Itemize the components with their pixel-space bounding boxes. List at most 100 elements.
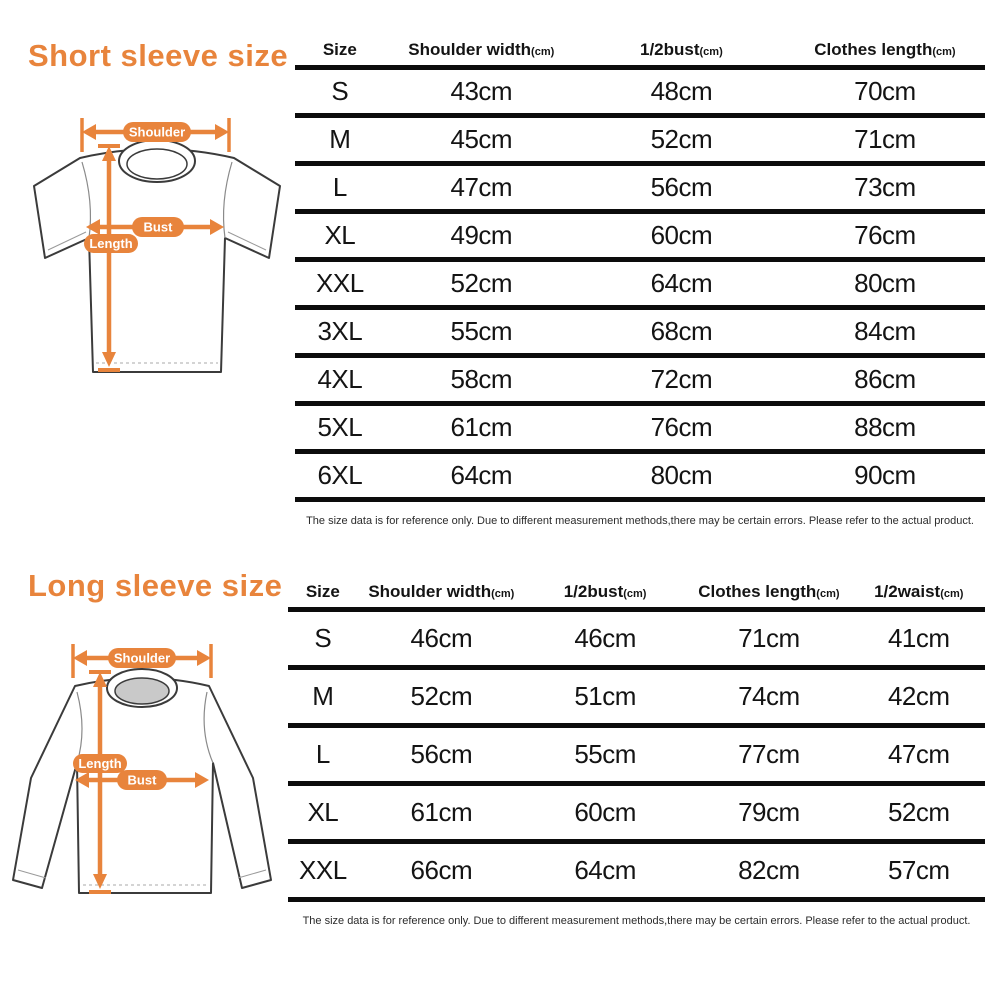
value-cell: 55cm [574,739,636,769]
col-header-size: Size [322,40,357,59]
length-pill-label: Length [89,236,132,251]
value-cell: 48cm [650,76,713,106]
value-cell: 88cm [854,412,916,442]
size-cell: M [312,681,334,711]
length-pill-label: Length [78,756,121,771]
size-cell: S [314,623,332,653]
value-cell: 52cm [887,797,950,827]
value-cell: 79cm [738,797,800,827]
value-cell: 82cm [738,855,800,885]
size-cell: L [332,172,347,202]
short-sleeve-table-area: Size Shoulder width(cm) 1/2bust(cm) Clot… [295,34,985,527]
value-cell: 52cm [450,268,513,298]
col-header-half-bust: 1/2bust(cm) [563,582,647,601]
table-row: XL 61cm 60cm 79cm 52cm [288,784,985,842]
value-cell: 56cm [650,172,713,202]
value-cell: 74cm [738,681,800,711]
size-cell: 4XL [317,364,363,394]
value-cell: 76cm [650,412,713,442]
bust-pill: Bust [132,217,184,237]
value-cell: 71cm [738,623,800,653]
size-cell: XL [307,797,339,827]
long-sleeve-table-area: Size Shoulder width(cm) 1/2bust(cm) Clot… [288,576,985,927]
size-cell: XXL [316,268,364,298]
value-cell: 47cm [887,739,950,769]
value-cell: 71cm [854,124,916,154]
table-row: L 47cm 56cm 73cm [295,164,985,212]
table-row: XXL 52cm 64cm 80cm [295,260,985,308]
value-cell: 55cm [450,316,513,346]
value-cell: 43cm [450,76,513,106]
header-row: Size Shoulder width(cm) 1/2bust(cm) Clot… [295,34,985,68]
size-cell: 3XL [317,316,363,346]
length-pill: Length [84,234,138,253]
value-cell: 45cm [450,124,513,154]
value-cell: 66cm [410,855,473,885]
value-cell: 90cm [854,460,916,490]
col-header-size: Size [305,582,340,601]
value-cell: 46cm [574,623,636,653]
value-cell: 51cm [574,681,636,711]
table-row: 5XL 61cm 76cm 88cm [295,404,985,452]
table-row: XL 49cm 60cm 76cm [295,212,985,260]
value-cell: 57cm [887,855,950,885]
short-sleeve-size-table: Size Shoulder width(cm) 1/2bust(cm) Clot… [295,34,985,502]
table-row: S 46cm 46cm 71cm 41cm [288,610,985,668]
header-row: Size Shoulder width(cm) 1/2bust(cm) Clot… [288,576,985,610]
short-sleeve-title: Short sleeve size [28,38,289,73]
long-sleeve-disclaimer: The size data is for reference only. Due… [302,915,971,927]
value-cell: 77cm [738,739,800,769]
short-sleeve-diagram: Shoulder Bust Length [33,118,281,373]
bust-pill-label: Bust [144,220,174,235]
size-cell: L [315,739,330,769]
value-cell: 60cm [650,220,713,250]
col-header-shoulder-width: Shoulder width(cm) [408,40,555,59]
value-cell: 52cm [410,681,473,711]
size-cell: XL [324,220,356,250]
col-header-half-waist: 1/2waist(cm) [874,582,964,601]
col-header-shoulder-width: Shoulder width(cm) [368,582,515,601]
long-sleeve-diagram: Shoulder Length Bust [12,644,272,894]
shoulder-pill: Shoulder [123,122,191,142]
bust-pill-label: Bust [128,773,158,788]
value-cell: 49cm [450,220,513,250]
table-row: XXL 66cm 64cm 82cm 57cm [288,842,985,900]
value-cell: 73cm [854,172,916,202]
shoulder-pill-label: Shoulder [114,651,170,666]
col-header-half-bust: 1/2bust(cm) [639,40,723,59]
table-row: S 43cm 48cm 70cm [295,68,985,116]
table-row: M 45cm 52cm 71cm [295,116,985,164]
value-cell: 46cm [410,623,473,653]
value-cell: 64cm [650,268,713,298]
tshirt-outline [33,148,281,373]
value-cell: 42cm [887,681,950,711]
table-row: L 56cm 55cm 77cm 47cm [288,726,985,784]
size-cell: 5XL [317,412,363,442]
length-arrow [98,144,120,372]
size-cell: 6XL [317,460,363,490]
bust-pill: Bust [117,770,167,790]
value-cell: 86cm [854,364,916,394]
size-cell: M [329,124,351,154]
size-cell: XXL [299,855,347,885]
long-sleeve-title: Long sleeve size [28,568,283,603]
value-cell: 61cm [450,412,513,442]
table-row: 3XL 55cm 68cm 84cm [295,308,985,356]
value-cell: 80cm [650,460,713,490]
value-cell: 64cm [574,855,636,885]
value-cell: 41cm [887,623,950,653]
table-row: 4XL 58cm 72cm 86cm [295,356,985,404]
value-cell: 70cm [854,76,916,106]
value-cell: 68cm [650,316,713,346]
size-cell: S [331,76,349,106]
value-cell: 60cm [574,797,636,827]
short-sleeve-disclaimer: The size data is for reference only. Due… [306,515,974,527]
table-row: 6XL 64cm 80cm 90cm [295,452,985,500]
value-cell: 61cm [410,797,473,827]
value-cell: 52cm [650,124,713,154]
value-cell: 58cm [450,364,513,394]
value-cell: 47cm [450,172,513,202]
shoulder-pill-label: Shoulder [129,125,185,140]
value-cell: 56cm [410,739,473,769]
